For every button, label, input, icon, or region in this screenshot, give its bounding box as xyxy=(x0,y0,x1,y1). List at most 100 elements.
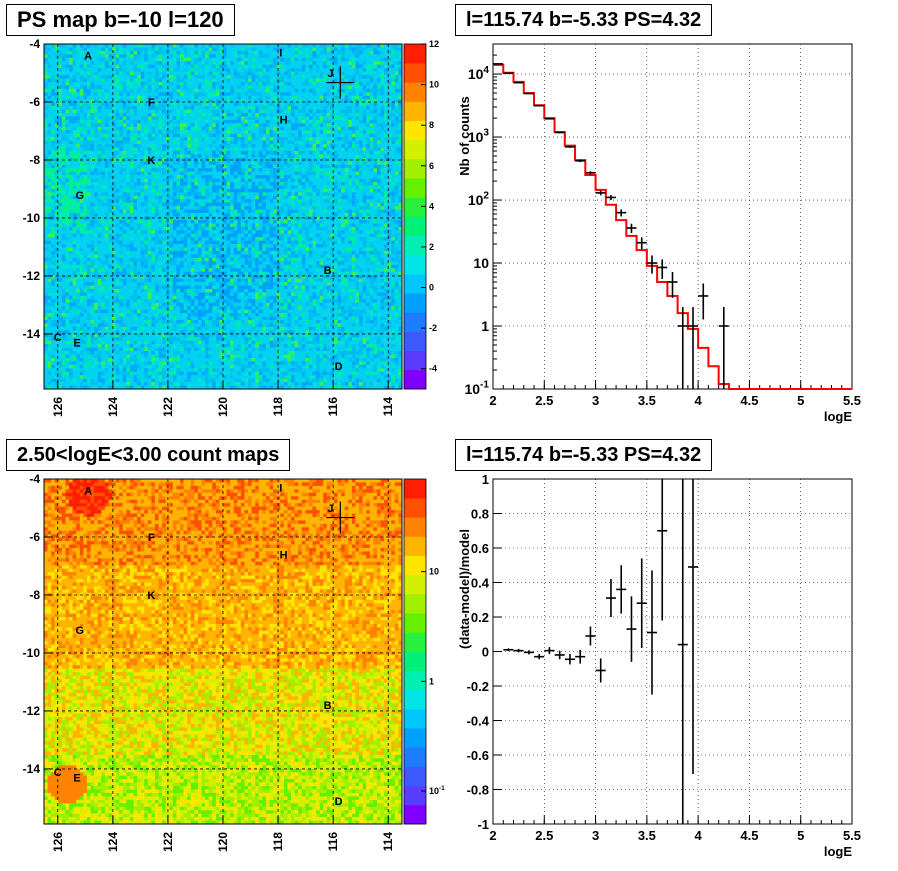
y-tick-label: 1 xyxy=(481,318,489,334)
y-tick-label: -6 xyxy=(29,530,40,544)
y-tick-label: -4 xyxy=(29,37,40,51)
colorbar-segment xyxy=(404,479,426,499)
data-point xyxy=(575,159,586,163)
x-tick-label: 120 xyxy=(216,832,230,852)
x-tick-label: 2 xyxy=(489,393,496,408)
y-tick-label: 0.2 xyxy=(471,610,489,625)
x-tick-label: 5 xyxy=(797,393,804,408)
data-point xyxy=(534,654,545,660)
y-tick-label: -8 xyxy=(29,153,40,167)
x-tick-label: 126 xyxy=(51,832,65,852)
colorbar-segment xyxy=(404,785,426,806)
colorbar-segment xyxy=(404,689,426,710)
colorbar-tick-label: 10 xyxy=(429,567,439,577)
colorbar-segment xyxy=(404,766,426,786)
model-histogram-line xyxy=(493,63,852,390)
x-tick-label: 5.5 xyxy=(843,828,861,843)
colorbar-segment xyxy=(404,555,426,576)
source-label: F xyxy=(148,97,155,109)
y-tick-label: -6 xyxy=(29,95,40,109)
data-point xyxy=(503,648,514,652)
y-tick-label: 10-1 xyxy=(464,380,489,397)
ps-map-title: PS map b=-10 l=120 xyxy=(6,4,235,36)
colorbar-segment xyxy=(404,574,426,595)
y-tick-label: -1 xyxy=(477,817,489,832)
y-tick-label: 104 xyxy=(468,65,490,82)
y-tick-label: -14 xyxy=(23,762,41,776)
colorbar-segment xyxy=(404,369,426,390)
data-point xyxy=(534,104,545,107)
data-point xyxy=(626,223,637,233)
colorbar-tick-label: 4 xyxy=(429,201,434,211)
data-point xyxy=(523,92,534,95)
y-tick-label: 0 xyxy=(482,645,489,660)
y-tick-label: 0.4 xyxy=(471,576,490,591)
colorbar-segment xyxy=(404,235,426,256)
x-tick-label: 3.5 xyxy=(638,828,656,843)
y-tick-label: -0.4 xyxy=(467,714,490,729)
data-point xyxy=(646,255,657,274)
data-point xyxy=(646,570,657,695)
y-axis-label: Nb of counts xyxy=(457,96,472,175)
data-point xyxy=(585,626,596,646)
y-tick-label: 10 xyxy=(473,255,489,271)
y-axis-label: (data-model)/model xyxy=(457,529,472,649)
data-point xyxy=(544,117,555,120)
data-point xyxy=(657,479,668,621)
source-label: C xyxy=(54,767,62,779)
colorbar-segment xyxy=(404,536,426,556)
data-point xyxy=(513,648,524,653)
colorbar-segment xyxy=(404,178,426,198)
x-tick-label: 5 xyxy=(797,828,804,843)
source-label: A xyxy=(84,51,92,63)
x-tick-label: 4.5 xyxy=(740,393,758,408)
y-tick-label: -8 xyxy=(29,588,40,602)
colorbar-segment xyxy=(404,216,426,236)
source-label: E xyxy=(73,338,80,350)
x-tick-label: 5.5 xyxy=(843,393,861,408)
colorbar-segment xyxy=(404,254,426,275)
source-label: H xyxy=(280,549,288,561)
colorbar-segment xyxy=(404,498,426,518)
colorbar-segment xyxy=(404,274,426,294)
source-label: H xyxy=(280,114,288,126)
colorbar-segment xyxy=(404,632,426,652)
data-point xyxy=(688,479,699,774)
x-tick-label: 126 xyxy=(51,397,65,417)
colorbar-segment xyxy=(404,159,426,179)
data-point xyxy=(544,647,555,655)
source-label: D xyxy=(335,796,343,808)
colorbar-frame xyxy=(403,43,427,390)
x-tick-label: 124 xyxy=(106,832,120,852)
colorbar-segment xyxy=(404,293,426,313)
source-label: G xyxy=(76,625,85,637)
y-tick-label: 102 xyxy=(468,191,490,208)
x-axis-label: logE xyxy=(824,844,852,859)
residual-plot: 2 2.5 3 3.5 4 4.5 5 5.5 -1 -0.8 -0.6 -0.4 -0.2 0 0.2 0.… xyxy=(457,472,861,859)
colorbar-segment xyxy=(404,517,426,537)
data-point xyxy=(605,579,616,617)
x-tick-label: 3 xyxy=(592,828,599,843)
data-point xyxy=(657,259,668,279)
source-label: E xyxy=(73,773,80,785)
source-label: A xyxy=(84,486,92,498)
colorbar-segment xyxy=(404,728,426,748)
x-tick-label: 3 xyxy=(592,393,599,408)
residual-title: l=115.74 b=-5.33 PS=4.32 xyxy=(455,439,713,471)
colorbar-segment xyxy=(404,747,426,767)
colorbar-tick-label: 2 xyxy=(429,242,434,252)
source-label: D xyxy=(335,361,343,373)
data-point xyxy=(564,654,575,665)
x-tick-label: 2 xyxy=(489,828,496,843)
spectrum-title: l=115.74 b=-5.33 PS=4.32 xyxy=(455,4,713,36)
count-map-plot: 126 124 122 120 118 116 114 -4 -6 -8 -10 -12 -14 A I J F… xyxy=(23,472,446,852)
data-point xyxy=(616,565,627,614)
data-point xyxy=(554,131,565,134)
colorbar-segment xyxy=(404,670,426,691)
count-map-title: 2.50<logE<3.00 count maps xyxy=(6,439,291,471)
source-label: I xyxy=(279,483,282,495)
colorbar-segment xyxy=(404,331,426,351)
colorbar-segment xyxy=(404,804,426,825)
source-label: J xyxy=(327,68,333,80)
data-point xyxy=(564,145,575,148)
